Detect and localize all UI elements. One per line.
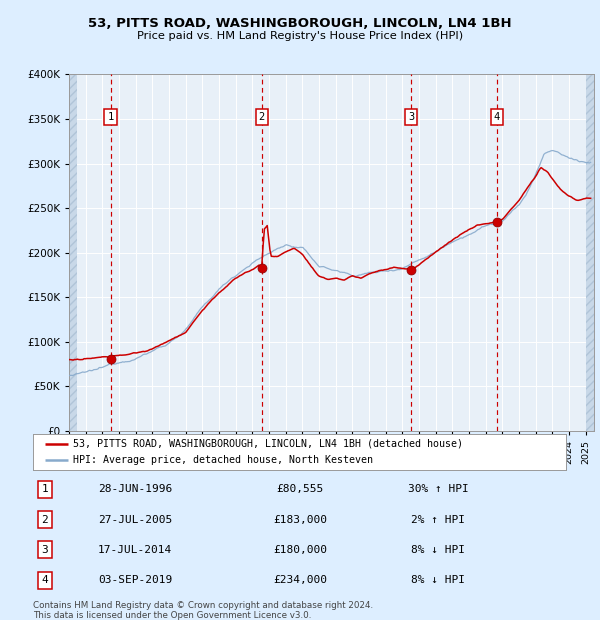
Text: 17-JUL-2014: 17-JUL-2014 xyxy=(98,545,172,555)
Text: 2: 2 xyxy=(41,515,49,525)
Text: 3: 3 xyxy=(41,545,49,555)
Text: HPI: Average price, detached house, North Kesteven: HPI: Average price, detached house, Nort… xyxy=(73,455,373,465)
Text: 3: 3 xyxy=(408,112,415,122)
Text: 53, PITTS ROAD, WASHINGBOROUGH, LINCOLN, LN4 1BH (detached house): 53, PITTS ROAD, WASHINGBOROUGH, LINCOLN,… xyxy=(73,439,463,449)
Bar xyxy=(69,74,77,431)
Text: 1: 1 xyxy=(107,112,113,122)
Text: 4: 4 xyxy=(41,575,49,585)
Bar xyxy=(586,74,594,431)
Text: 4: 4 xyxy=(494,112,500,122)
Text: 1: 1 xyxy=(41,484,49,494)
Text: 30% ↑ HPI: 30% ↑ HPI xyxy=(407,484,469,494)
Text: 2: 2 xyxy=(259,112,265,122)
Text: 2% ↑ HPI: 2% ↑ HPI xyxy=(411,515,465,525)
Text: £183,000: £183,000 xyxy=(273,515,327,525)
Text: Contains HM Land Registry data © Crown copyright and database right 2024.: Contains HM Land Registry data © Crown c… xyxy=(33,601,373,611)
Text: 8% ↓ HPI: 8% ↓ HPI xyxy=(411,545,465,555)
Text: £234,000: £234,000 xyxy=(273,575,327,585)
Text: 27-JUL-2005: 27-JUL-2005 xyxy=(98,515,172,525)
Text: 53, PITTS ROAD, WASHINGBOROUGH, LINCOLN, LN4 1BH: 53, PITTS ROAD, WASHINGBOROUGH, LINCOLN,… xyxy=(88,17,512,30)
Text: 03-SEP-2019: 03-SEP-2019 xyxy=(98,575,172,585)
Text: Price paid vs. HM Land Registry's House Price Index (HPI): Price paid vs. HM Land Registry's House … xyxy=(137,31,463,41)
Text: £180,000: £180,000 xyxy=(273,545,327,555)
Text: £80,555: £80,555 xyxy=(277,484,323,494)
Text: 28-JUN-1996: 28-JUN-1996 xyxy=(98,484,172,494)
Text: This data is licensed under the Open Government Licence v3.0.: This data is licensed under the Open Gov… xyxy=(33,611,311,620)
Text: 8% ↓ HPI: 8% ↓ HPI xyxy=(411,575,465,585)
